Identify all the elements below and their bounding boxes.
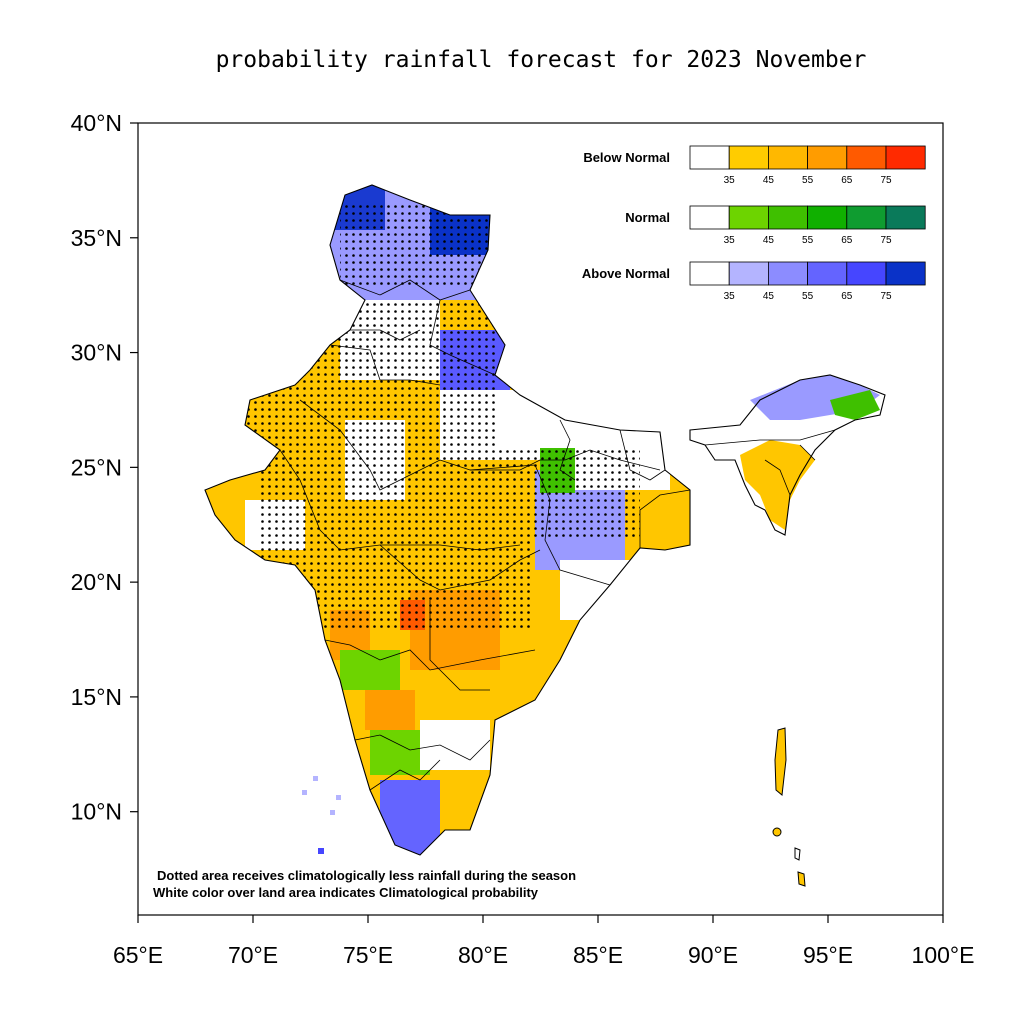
legend-swatch	[728, 261, 769, 286]
lat-tick-label: 25°N	[71, 454, 122, 480]
legend-row-label: Normal	[625, 210, 670, 225]
legend-swatch	[689, 145, 730, 170]
plot-frame	[137, 122, 944, 916]
legend-tick-label: 45	[763, 291, 775, 302]
note-dotted-area: Dotted area receives climatologically le…	[157, 868, 576, 883]
mainland-border	[204, 184, 691, 856]
legend-swatch	[768, 205, 809, 230]
legend-swatch	[807, 261, 848, 286]
dotted-northwest	[245, 300, 495, 450]
lakshadweep-islands	[302, 776, 341, 854]
legend-swatch	[807, 145, 848, 170]
axis-ticks: 65°E 70°E 75°E 80°E 85°E 90°E 95°E 100°E 40°N 35°…	[71, 110, 975, 968]
legend-tick-label: 75	[880, 291, 892, 302]
legend-tick-label: 75	[880, 235, 892, 246]
legend-swatch	[689, 205, 730, 230]
legend-swatch	[728, 145, 769, 170]
lat-tick-label: 15°N	[71, 684, 122, 710]
legend-swatch	[689, 261, 730, 286]
india-mainland	[204, 184, 691, 856]
northeast-border	[689, 374, 886, 536]
legend-tick-label: 75	[880, 175, 892, 186]
lon-tick-label: 90°E	[688, 942, 738, 968]
legend-swatch	[768, 261, 809, 286]
legend-row-label: Below Normal	[583, 150, 670, 165]
legend-tick-label: 55	[802, 175, 814, 186]
lon-tick-label: 70°E	[228, 942, 278, 968]
lat-tick-label: 40°N	[71, 110, 122, 136]
lon-tick-label: 85°E	[573, 942, 623, 968]
legend-tick-label: 35	[724, 291, 736, 302]
legend-swatch	[728, 205, 769, 230]
legend-swatch	[846, 145, 887, 170]
note-white-color: White color over land area indicates Cli…	[153, 885, 539, 900]
lat-tick-label: 30°N	[71, 340, 122, 366]
legend-tick-label: 45	[763, 235, 775, 246]
northeast-green	[830, 390, 880, 420]
nicobar-island-1	[794, 847, 801, 861]
india-northeast	[689, 374, 886, 536]
lat-tick-label: 35°N	[71, 225, 122, 251]
legend-tick-label: 35	[724, 175, 736, 186]
legend-swatch	[846, 261, 887, 286]
legend-swatch	[885, 205, 926, 230]
legend-swatch	[807, 205, 848, 230]
andaman-island-1	[774, 727, 787, 796]
lat-tick-label: 20°N	[71, 569, 122, 595]
lat-tick-label: 10°N	[71, 799, 122, 825]
legend-swatch	[846, 205, 887, 230]
northeast-orange	[740, 440, 815, 530]
legend-swatch	[768, 145, 809, 170]
lon-tick-label: 100°E	[912, 942, 975, 968]
legend: Below Normal 35 45 55 65 75 Normal 35 45 55 65 75 Ab…	[582, 145, 926, 302]
legend-row-label: Above Normal	[582, 266, 670, 281]
legend-tick-label: 65	[841, 175, 853, 186]
legend-swatch	[885, 261, 926, 286]
lon-tick-label: 75°E	[343, 942, 393, 968]
legend-swatch	[885, 145, 926, 170]
region-tip-blue	[380, 780, 440, 855]
lon-tick-label: 65°E	[113, 942, 163, 968]
region-tamilnadu-white	[420, 720, 490, 770]
legend-tick-label: 55	[802, 235, 814, 246]
legend-tick-label: 35	[724, 235, 736, 246]
andaman-island-2	[772, 827, 782, 837]
region-karnataka-orange	[365, 690, 415, 730]
legend-tick-label: 45	[763, 175, 775, 186]
lon-tick-label: 80°E	[458, 942, 508, 968]
dotted-central	[260, 450, 530, 630]
state-boundaries	[279, 279, 691, 791]
map-title: probability rainfall forecast for 2023 N…	[216, 47, 867, 73]
dotted-east	[530, 450, 640, 540]
nicobar-island-2	[797, 871, 806, 887]
legend-tick-label: 55	[802, 291, 814, 302]
legend-tick-label: 65	[841, 235, 853, 246]
lon-tick-label: 95°E	[803, 942, 853, 968]
legend-tick-label: 65	[841, 291, 853, 302]
dotted-north	[340, 205, 490, 285]
andaman-nicobar-islands	[772, 727, 806, 887]
